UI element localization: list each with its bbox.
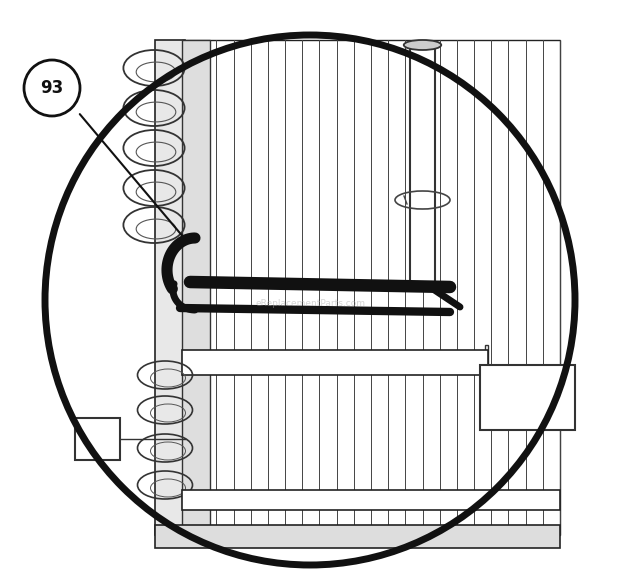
Bar <box>182 40 560 535</box>
Bar <box>410 42 435 285</box>
Text: eReplacementParts.com: eReplacementParts.com <box>255 299 365 308</box>
Bar <box>155 525 560 548</box>
Bar <box>485 345 488 380</box>
Bar <box>182 40 210 535</box>
Bar <box>182 490 560 510</box>
Text: 93: 93 <box>40 79 64 97</box>
Bar <box>480 365 575 430</box>
Bar <box>75 418 120 460</box>
Ellipse shape <box>404 40 441 50</box>
Bar <box>155 40 185 535</box>
Circle shape <box>24 60 80 116</box>
Bar <box>182 350 488 375</box>
